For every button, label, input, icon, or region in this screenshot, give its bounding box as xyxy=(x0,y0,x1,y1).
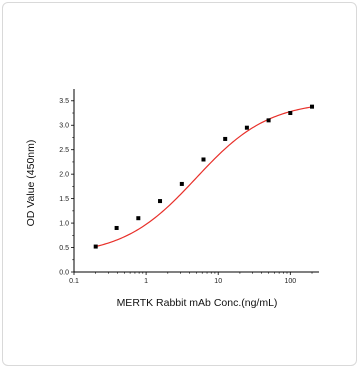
x-tick-label: 100 xyxy=(284,278,296,285)
data-point xyxy=(244,125,249,130)
data-point xyxy=(201,157,206,162)
x-tick-label: 10 xyxy=(214,278,222,285)
fit-curve xyxy=(95,106,313,248)
x-tick-label: 1 xyxy=(144,278,148,285)
y-tick-label: 0.5 xyxy=(59,245,69,252)
data-point xyxy=(158,199,163,204)
chart-card xyxy=(2,2,357,366)
y-tick-label: 2.0 xyxy=(59,172,69,179)
y-tick-label: 1.5 xyxy=(59,196,69,203)
data-point xyxy=(114,225,119,230)
x-axis-label: MERTK Rabbit mAb Conc.(ng/mL) xyxy=(117,297,278,309)
data-point xyxy=(266,118,271,123)
data-point xyxy=(93,244,98,249)
y-tick-label: 3.0 xyxy=(59,123,69,130)
y-tick-label: 3.5 xyxy=(59,98,69,105)
y-tick-label: 2.5 xyxy=(59,147,69,154)
data-points xyxy=(93,104,315,249)
axes: 0.0 0.5 1.0 1.5 2.0 2.5 3.0 3.5 0.1 1 10 100 xyxy=(59,89,319,285)
y-axis-label: OD Value (450nm) xyxy=(25,140,37,227)
x-tick-label: 0.1 xyxy=(69,278,79,285)
data-point xyxy=(136,216,141,221)
data-point xyxy=(310,104,315,109)
y-tick-label: 0.0 xyxy=(59,269,69,276)
data-point xyxy=(179,181,184,186)
y-tick-label: 1.0 xyxy=(59,220,69,227)
data-point xyxy=(288,111,293,116)
data-point xyxy=(223,136,228,141)
